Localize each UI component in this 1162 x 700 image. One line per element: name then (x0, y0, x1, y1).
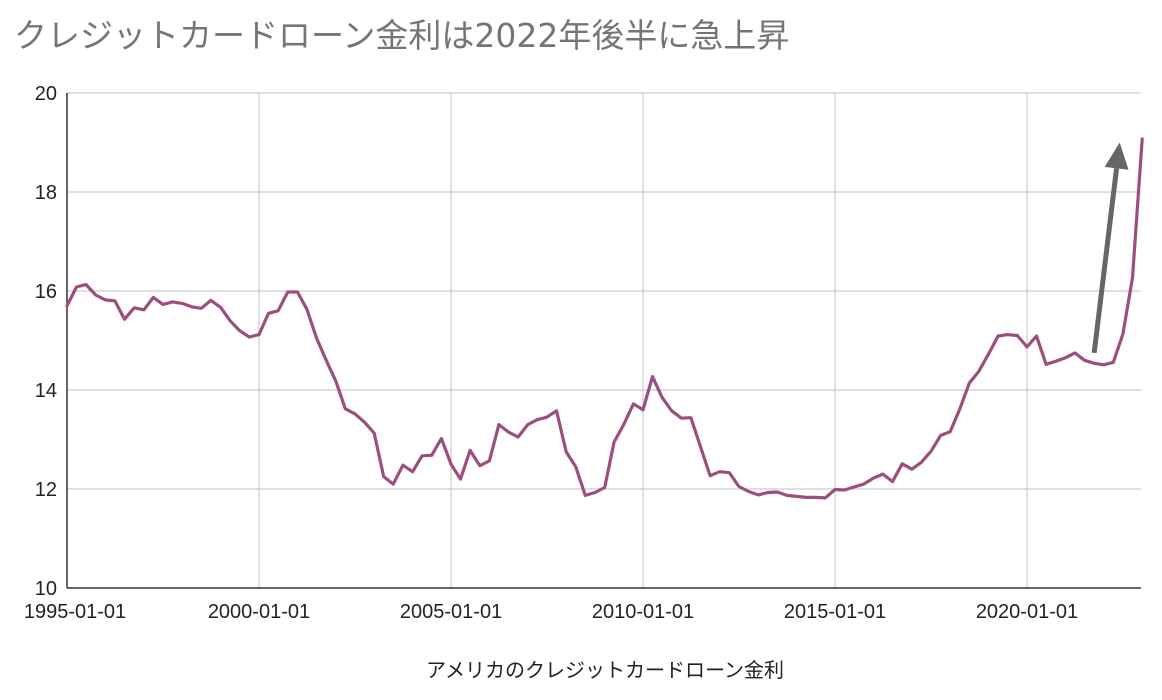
chart-title: クレジットカードローン金利は2022年後半に急上昇 (14, 16, 790, 55)
y-tick-label: 14 (35, 380, 57, 402)
y-tick-label: 20 (35, 83, 57, 105)
y-tick-labels: 10 12 14 16 18 20 (35, 83, 57, 600)
y-tick-label: 10 (35, 578, 57, 600)
x-tick-label: 1995-01-01 (24, 601, 126, 623)
annotation-arrow-shaft (1091, 168, 1120, 354)
x-axis-title: アメリカのクレジットカードローン金利 (426, 658, 784, 682)
series-layer (65, 137, 1144, 500)
annotation-arrow-head (1104, 142, 1129, 170)
x-tick-labels: 1995-01-01 2000-01-01 2005-01-01 2010-01-01… (24, 601, 1078, 623)
annotation-layer (1091, 142, 1129, 354)
y-tick-label: 18 (35, 182, 57, 204)
x-tick-label: 2010-01-01 (592, 601, 694, 623)
x-tick-label: 2015-01-01 (784, 601, 886, 623)
series-line (65, 137, 1144, 500)
x-tick-label: 2000-01-01 (208, 601, 310, 623)
y-tick-label: 12 (35, 479, 57, 501)
grid-lines (67, 92, 1141, 588)
x-tick-label: 2005-01-01 (400, 601, 502, 623)
axes (66, 93, 1141, 589)
x-tick-label: 2020-01-01 (976, 601, 1078, 623)
y-tick-label: 16 (35, 281, 57, 303)
